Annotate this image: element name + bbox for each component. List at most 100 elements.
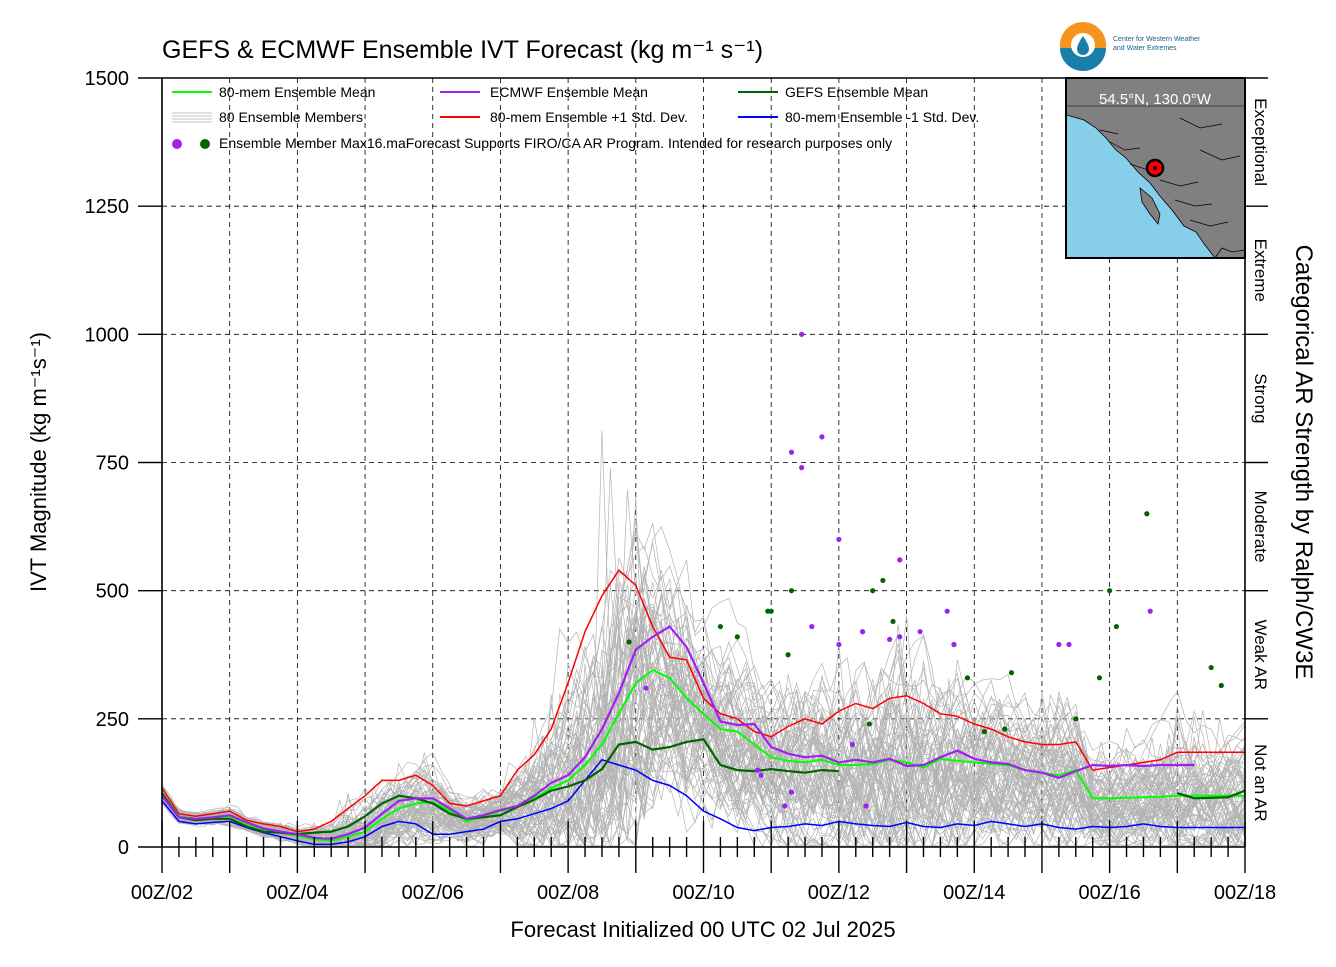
x-tick-label-8: 00Z/18: [1214, 882, 1276, 904]
series-gefs: [161, 738, 839, 836]
category-not-an-ar: Not an AR: [1251, 744, 1270, 822]
max-dot-ecmwf-8: [799, 465, 805, 471]
max-dot-gefs-20: [1208, 664, 1214, 671]
max-dot-ecmwf-20: [897, 634, 903, 640]
max-dot-ecmwf-1: [755, 767, 761, 773]
ensemble-member-77: [161, 676, 1246, 848]
x-tick-label-0: 00Z/02: [131, 882, 193, 904]
series-mean80: [161, 668, 1245, 842]
max-dot-ecmwf-7: [819, 434, 825, 440]
max-dot-ecmwf-0: [643, 685, 649, 691]
max-dot-gefs-10: [890, 618, 896, 625]
location-map-inset: 54.5°N, 130.0°W: [1065, 77, 1246, 259]
ensemble-member-73: [161, 525, 1246, 840]
ensemble-member-43: [161, 582, 1246, 834]
max-dot-ecmwf-22: [1056, 641, 1062, 648]
x-tick-label-1: 00Z/04: [266, 882, 328, 904]
map-location-label: 54.5°N, 130.0°W: [1099, 91, 1212, 108]
max-dot-ecmwf-4: [782, 803, 788, 809]
category-moderate: Moderate: [1251, 491, 1270, 563]
max-dot-ecmwf-5: [788, 449, 795, 455]
max-dot-ecmwf-14: [859, 629, 866, 635]
series-minus: [161, 758, 1245, 846]
legend: 80-mem Ensemble Mean ECMWF Ensemble Mean…: [172, 84, 979, 151]
x-tick-label-2: 00Z/06: [402, 882, 464, 904]
max-dot-gefs-9: [880, 577, 886, 584]
max-dot-ecmwf-21: [944, 608, 950, 614]
category-weak-ar: Weak AR: [1251, 619, 1270, 690]
legend-ecmwf-dot: [172, 139, 182, 149]
ensemble-member-20: [161, 615, 1246, 847]
max-dot-gefs-13: [1002, 726, 1008, 732]
ensemble-member-23: [161, 528, 1246, 835]
max-dot-gefs-2: [734, 634, 740, 640]
max-dot-ecmwf-3: [788, 789, 795, 795]
max-dot-ecmwf-11: [809, 623, 815, 630]
category-extreme: Extreme: [1251, 239, 1270, 302]
max-dot-gefs-18: [1113, 623, 1119, 630]
series-plus: [161, 569, 1245, 833]
x-tick-label-6: 00Z/14: [943, 882, 1005, 904]
max-dot-ecmwf-16: [951, 641, 957, 648]
x-axis-label: Forecast Initialized 00 UTC 02 Jul 2025: [510, 917, 895, 942]
logo-text-2: and Water Extremes: [1113, 45, 1177, 52]
y-tick-label-1000: 1000: [85, 324, 130, 346]
right-axis-label: Categorical AR Strength by Ralph/CW3E: [1290, 245, 1317, 680]
max-dot-ecmwf-24: [1147, 608, 1153, 614]
y-tick-label-1250: 1250: [85, 196, 130, 218]
max-dot-gefs-21: [1218, 682, 1224, 689]
legend-mean80: 80-mem Ensemble Mean: [219, 84, 375, 100]
x-tick-label-5: 00Z/12: [808, 882, 870, 904]
max-dot-gefs-6: [788, 588, 795, 594]
max-dot-ecmwf-23: [1066, 641, 1072, 648]
series-lines: [161, 569, 1246, 846]
max-dot-gefs-8: [870, 588, 876, 594]
max-dot-gefs-19: [1144, 511, 1150, 517]
x-tick-label-3: 00Z/08: [537, 882, 599, 904]
max-dot-gefs-1: [717, 623, 724, 630]
legend-minus: 80-mem Ensemble -1 Std. Dev.: [785, 109, 979, 125]
legend-gefs-dot: [200, 139, 210, 149]
max-dot-ecmwf-17: [863, 803, 869, 809]
max-dot-ecmwf-12: [836, 641, 842, 648]
y-tick-label-1500: 1500: [85, 68, 130, 90]
x-tick-label-7: 00Z/16: [1078, 882, 1140, 904]
max-dot-gefs-16: [1096, 675, 1103, 681]
legend-gefs: GEFS Ensemble Mean: [785, 84, 928, 100]
cw3e-logo: Center for Western Weather and Water Ext…: [1060, 22, 1201, 71]
y-tick-label-250: 250: [96, 709, 129, 731]
max-dot-ecmwf-9: [836, 536, 842, 543]
max-dot-ecmwf-18: [799, 331, 805, 337]
category-exceptional: Exceptional: [1251, 98, 1270, 186]
y-tick-label-500: 500: [96, 581, 129, 603]
max-dot-ecmwf-10: [897, 557, 903, 563]
legend-members: 80 Ensemble Members: [219, 109, 363, 125]
logo-text-1: Center for Western Weather: [1113, 36, 1201, 43]
legend-plus: 80-mem Ensemble +1 Std. Dev.: [490, 109, 688, 125]
max-dot-gefs-4: [768, 608, 774, 614]
max-dot-gefs-5: [785, 652, 791, 658]
max-dot-gefs-15: [1073, 716, 1079, 722]
max-dot-ecmwf-19: [917, 629, 923, 635]
y-axis-label: IVT Magnitude (kg m⁻¹s⁻¹): [26, 332, 51, 592]
max-dot-gefs-17: [1107, 588, 1113, 594]
y-tick-label-750: 750: [96, 453, 129, 475]
max-dot-ecmwf-6: [849, 741, 856, 748]
max-dot-gefs-0: [626, 639, 632, 645]
ticks: 0 250 500 750 1000 1250 1500 Not an AR Weak AR Mo…: [85, 68, 1277, 904]
ensemble-member-75: [161, 489, 1246, 835]
y-tick-label-0: 0: [118, 837, 129, 859]
max-dot-gefs-11: [964, 675, 971, 681]
ensemble-member-59: [161, 610, 1246, 837]
max-dot-ecmwf-2: [758, 772, 764, 778]
series-gefs-1: [1176, 789, 1246, 800]
max-dot-gefs-12: [981, 729, 988, 735]
max-dot-gefs-14: [1008, 670, 1015, 676]
ensemble-max-dots: [626, 331, 1224, 809]
logo-drop-icon: [1077, 36, 1089, 55]
max-dot-gefs-7: [866, 721, 872, 727]
ensemble-member-55: [161, 671, 1246, 847]
ensemble-member-66: [161, 684, 1246, 847]
legend-ecmwf: ECMWF Ensemble Mean: [490, 84, 648, 100]
